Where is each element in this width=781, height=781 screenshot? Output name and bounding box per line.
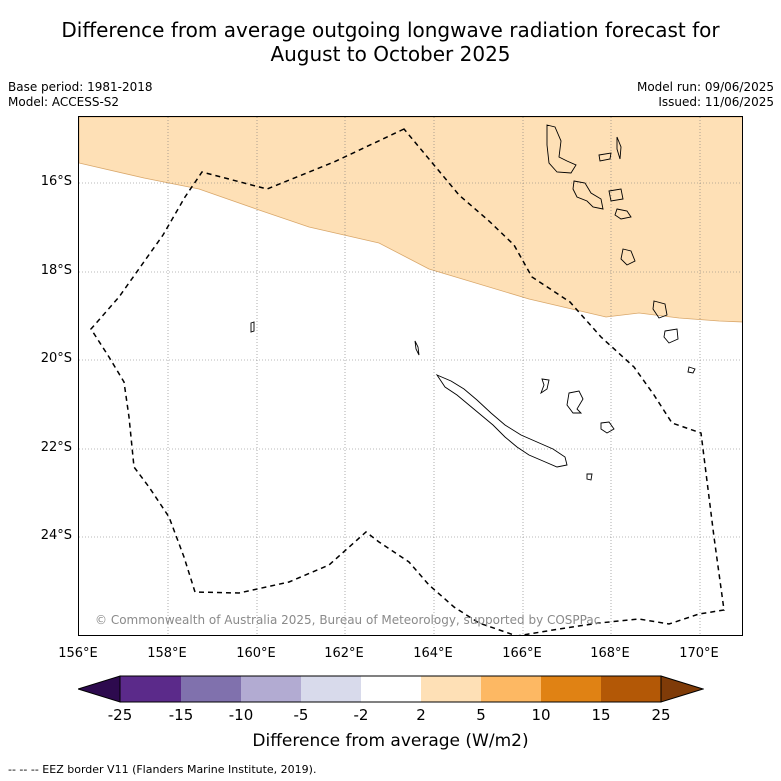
chart-title: Difference from average outgoing longwav… (0, 18, 781, 66)
colorbar-bin (421, 676, 481, 702)
map-svg (79, 117, 742, 635)
ouvea-island (540, 378, 550, 395)
eez-legend-note: -- -- -- EEZ border V11 (Flanders Marine… (8, 763, 317, 776)
colorbar-bin (301, 676, 361, 702)
colorbar-tick: 5 (476, 706, 486, 724)
metadata-right: Model run: 09/06/2025 Issued: 11/06/2025 (637, 80, 774, 110)
colorbar-extend-high (660, 675, 704, 703)
colorbar-tick: -10 (228, 706, 254, 724)
lon-label-156e: 156°E (58, 646, 98, 661)
issued-date: Issued: 11/06/2025 (658, 95, 774, 109)
colorbar-tick: -5 (293, 706, 309, 724)
colorbar-bin (361, 676, 421, 702)
lon-label-166e: 166°E (502, 646, 542, 661)
lat-label-22s: 22°S (40, 440, 72, 455)
isle-of-pines (586, 473, 593, 481)
base-period: Base period: 1981-2018 (8, 80, 153, 94)
map-area[interactable] (78, 116, 743, 636)
colorbar-extend-low (78, 675, 121, 703)
colorbar-tick: 2 (416, 706, 426, 724)
model-name: Model: ACCESS-S2 (8, 95, 120, 109)
title-line-1: Difference from average outgoing longwav… (61, 18, 720, 42)
maewo-island (616, 136, 622, 160)
colorbar-bin (541, 676, 601, 702)
colorbar-tick: 25 (651, 706, 671, 724)
lon-label-160e: 160°E (236, 646, 276, 661)
coastlines (250, 124, 696, 481)
anomaly-region-2-to-5 (79, 117, 742, 323)
colorbar-tick: 15 (591, 706, 611, 724)
small-island-b (250, 321, 255, 333)
aneityum-island (663, 328, 679, 344)
belep-islands (414, 340, 420, 356)
lon-label-164e: 164°E (413, 646, 453, 661)
lon-label-158e: 158°E (147, 646, 187, 661)
colorbar-tick: -25 (107, 706, 133, 724)
colorbar-tick: -2 (353, 706, 369, 724)
lon-label-162e: 162°E (324, 646, 364, 661)
metadata-left: Base period: 1981-2018 Model: ACCESS-S2 (8, 80, 153, 110)
title-line-2: August to October 2025 (270, 42, 511, 66)
eez-border (90, 128, 725, 635)
tanna-island (652, 300, 668, 319)
ambae-island (598, 152, 612, 162)
lat-label-16s: 16°S (40, 174, 72, 189)
lon-label-168e: 168°E (590, 646, 630, 661)
lifou-island (566, 390, 584, 414)
pentecost-island (608, 188, 624, 202)
model-run: Model run: 09/06/2025 (636, 80, 774, 94)
malakula-island (572, 180, 604, 210)
colorbar-outline (119, 675, 662, 703)
colorbar-bin (601, 676, 661, 702)
colorbar-bin (181, 676, 241, 702)
erromango-island (620, 248, 636, 266)
colorbar-tick: -15 (168, 706, 194, 724)
colorbar-bin (120, 676, 181, 702)
colorbar-tick: 10 (531, 706, 551, 724)
colorbar-bin (481, 676, 541, 702)
colorbar-label: Difference from average (W/m2) (252, 731, 529, 751)
efate-island (614, 208, 632, 220)
colorbar (78, 675, 704, 703)
lat-label-18s: 18°S (40, 263, 72, 278)
new-caledonia-island (435, 373, 568, 468)
colorbar-bin (241, 676, 301, 702)
espiritu-santo-island (546, 124, 577, 174)
mare-island (600, 421, 615, 434)
small-island-a (687, 366, 696, 374)
copyright-notice: © Commonwealth of Australia 2025, Bureau… (95, 613, 601, 627)
lat-label-20s: 20°S (40, 351, 72, 366)
lat-label-24s: 24°S (40, 528, 72, 543)
lon-label-170e: 170°E (679, 646, 719, 661)
